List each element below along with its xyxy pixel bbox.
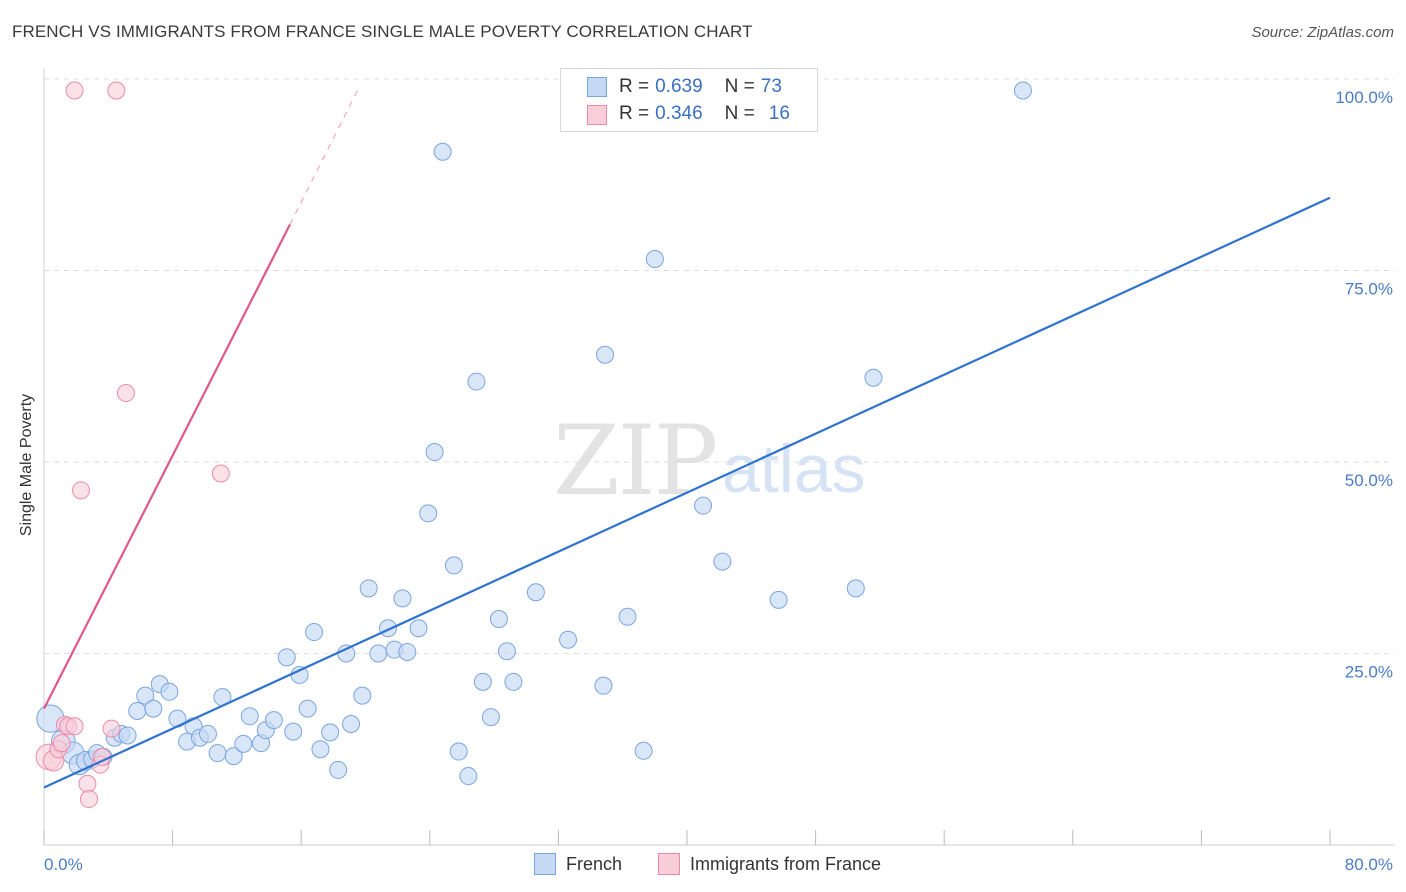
r-label: R = [619, 103, 650, 124]
n-label: N = [724, 76, 755, 97]
immigrants-swatch [658, 853, 680, 875]
french-point [846, 579, 865, 598]
french-point [596, 345, 615, 364]
french-point [393, 589, 412, 608]
immigrants-point [107, 81, 126, 100]
french-point [369, 644, 388, 663]
french-point [337, 644, 356, 663]
y-tick-label: 75.0% [1345, 280, 1393, 299]
french-point [311, 740, 330, 759]
french-point [144, 699, 163, 718]
french-point [284, 722, 303, 741]
n-value: 73 [760, 76, 782, 97]
french-point [559, 630, 578, 649]
n-value: 16 [768, 103, 790, 124]
y-tick-label: 50.0% [1345, 471, 1393, 490]
correlation-legend: R = 0.639 N = 73 R = 0.346 N = 16 [560, 68, 818, 132]
french-point [444, 556, 463, 575]
immigrants-legend-swatch [587, 105, 607, 125]
french-point [473, 672, 492, 691]
legend-label-french: French [566, 853, 623, 874]
y-tick-label: 100.0% [1335, 88, 1393, 107]
french-point [449, 742, 468, 761]
watermark-zip: ZIP [553, 405, 718, 517]
legend-row-french: R = 0.639 N = 73 [619, 75, 782, 99]
french-point [467, 372, 486, 391]
french-point [594, 676, 613, 695]
immigrants-trend-extension [289, 90, 358, 225]
french-point [694, 496, 713, 515]
french-point [290, 665, 309, 684]
immigrants-point [80, 790, 99, 809]
french-point [321, 723, 340, 742]
immigrants-point [116, 384, 135, 403]
french-point [359, 579, 378, 598]
french-point [160, 682, 179, 701]
immigrants-point [65, 81, 84, 100]
french-point [329, 760, 348, 779]
source-label: Source: ZipAtlas.com [1251, 24, 1394, 41]
french-point [240, 707, 259, 726]
french-point [504, 672, 523, 691]
french-point [264, 711, 283, 730]
french-swatch [534, 853, 556, 875]
french-point [769, 590, 788, 609]
french-point [353, 686, 372, 705]
french-trend-line [43, 196, 1331, 789]
y-tick-label: 25.0% [1345, 663, 1393, 682]
french-point [481, 708, 500, 727]
french-point [433, 142, 452, 161]
french-point [398, 642, 417, 661]
french-point [305, 623, 324, 642]
immigrants-point [78, 774, 97, 793]
french-point [864, 368, 883, 387]
french-point [419, 504, 438, 523]
r-label: R = [619, 76, 650, 97]
french-point [208, 744, 227, 763]
french-point [425, 443, 444, 462]
french-point [298, 699, 317, 718]
r-value: 0.346 [655, 103, 703, 124]
french-point [342, 714, 361, 733]
french-point [1013, 81, 1032, 100]
french-point [277, 648, 296, 667]
french-point [645, 250, 664, 269]
french-legend-swatch [587, 77, 607, 97]
french-point [118, 726, 137, 745]
legend-row-immigrants: R = 0.346 N = 16 [619, 102, 790, 126]
immigrants-point [65, 717, 84, 736]
x-tick-label: 80.0% [1345, 855, 1393, 874]
french-point [634, 741, 653, 760]
french-point [234, 734, 253, 753]
legend-item-immigrants: Immigrants from France [658, 851, 881, 877]
french-point [198, 724, 217, 743]
french-point [459, 767, 478, 786]
french-point [489, 610, 508, 629]
immigrants-point [71, 481, 90, 500]
french-point [526, 583, 545, 602]
french-point [409, 619, 428, 638]
immigrants-point [102, 719, 121, 738]
n-label: N = [724, 103, 755, 124]
french-point [618, 607, 637, 626]
r-value: 0.639 [655, 76, 703, 97]
immigrants-trend-line [43, 224, 291, 710]
x-tick-label: 0.0% [44, 855, 83, 874]
french-point [128, 701, 147, 720]
legend-label-immigrants: Immigrants from France [690, 853, 882, 874]
french-point [497, 642, 516, 661]
legend-item-french: French [534, 851, 622, 877]
immigrants-point [211, 464, 230, 483]
chart-title: FRENCH VS IMMIGRANTS FROM FRANCE SINGLE … [12, 22, 753, 41]
french-point [713, 552, 732, 571]
immigrants-point [52, 734, 71, 753]
french-point [136, 686, 155, 705]
french-point [224, 747, 243, 766]
